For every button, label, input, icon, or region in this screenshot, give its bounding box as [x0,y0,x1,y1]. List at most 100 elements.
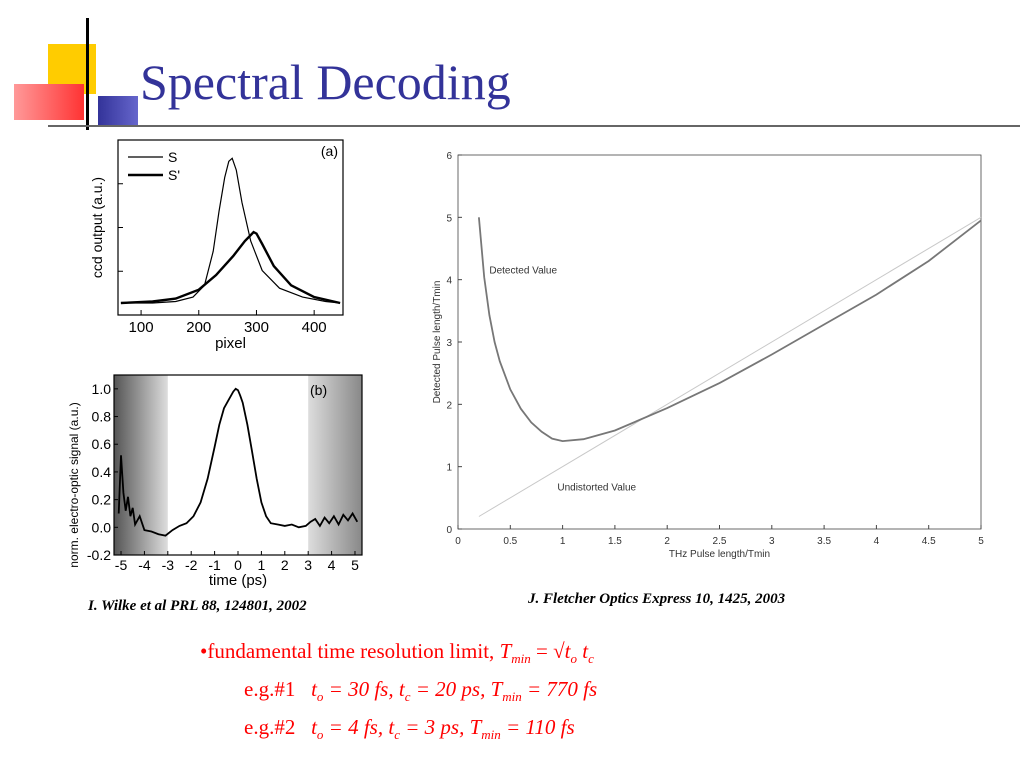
x-tick-label-1: -4 [138,557,151,573]
deco-blue-square [98,96,138,126]
y-tick-label-0: -0.2 [87,547,111,563]
y-tick-label-1: 1 [446,463,452,474]
x-tick-label-7: 3.5 [817,536,831,547]
panel-label: (a) [321,143,338,159]
y-tick-label-6: 1.0 [92,381,112,397]
y-axis-label: ccd output (a.u.) [89,177,105,278]
x-tick-label-0: 0 [455,536,461,547]
caption-right: J. Fletcher Optics Express 10, 1425, 200… [528,591,786,607]
note-t-o: t [564,639,571,663]
y-tick-label-0: 0 [446,525,452,536]
x-tick-label-2: 1 [560,536,566,547]
panel-label: (b) [310,382,327,398]
ex2-tc-sub: c [394,727,400,743]
ex2-to: t [311,715,317,740]
chart-c-detected-pulse: 0 0.5 1 1.5 2 2.5 3 3.5 4 4.5 5 0 1 2 3 4 5 6 Detected Val… [430,148,995,568]
shade-right [308,375,362,555]
ex1-tc: t [398,677,405,702]
legend-label-1: S' [168,167,180,183]
example-2-label: e.g.#2 [244,715,296,740]
x-tick-label-6: 3 [769,536,775,547]
x-tick-label-2: -3 [162,557,175,573]
ex2-tc: t [388,715,395,740]
ex1-tmin-value: = 770 fs [521,677,598,702]
chart-b-electro-optic: -5 -4 -3 -2 -1 0 1 2 3 4 5 -0.2 0.0 0.2 0.4 0.6 0.8 1.0 (b… [64,370,369,595]
annotation-undistorted: Undistorted Value [557,482,636,493]
ex1-tmin: T [490,677,503,702]
ex1-to: t [311,677,317,702]
x-tick-label-9: 4 [328,557,336,573]
plot-frame [457,154,982,530]
series-line-s-prime [120,230,341,305]
chart-a-ccd-output: 100 200 300 400 S S' (a) pixel ccd output (a.u.) [78,135,363,360]
note-line-3: e.g.#2 to = 4 fs, tc = 3 ps, Tmin = 110 … [200,712,597,750]
y-tick-label-3: 0.4 [92,464,112,480]
x-tick-label-400: 400 [302,319,327,336]
x-tick-label-4: -1 [208,557,221,573]
x-tick-label-8: 3 [304,557,312,573]
deco-red-gradient [14,84,84,120]
x-tick-label-3: -2 [185,557,198,573]
deco-vertical-line [86,18,89,130]
y-tick-label-4: 4 [446,276,452,287]
chart-c-svg: 0 0.5 1 1.5 2 2.5 3 3.5 4 4.5 5 0 1 2 3 4 5 6 Detected Val… [432,151,984,560]
ex2-tc-value: = 3 ps, [399,715,470,740]
example-1-label: e.g.#1 [244,677,296,702]
x-axis-label: THz Pulse length/Tmin [669,549,770,560]
x-tick-label-3: 1.5 [608,536,622,547]
note-eq: = √ [530,639,565,663]
y-axis-label: norm. electro-optic signal (a.u.) [67,402,81,567]
ex1-to-value: = 30 fs, [323,677,399,702]
deco-horizontal-rule [48,125,1020,127]
x-tick-label-300: 300 [244,319,269,336]
y-axis-label: Detected Pulse length/Tmin [432,281,443,404]
signal-line [117,387,359,537]
page-title: Spectral Decoding [140,54,511,110]
plot-frame [117,139,344,316]
y-tick-label-5: 5 [446,213,452,224]
y-tick-label-2: 0.2 [92,492,112,508]
ex2-to-sub: o [316,727,324,743]
ex2-tmin-sub: min [481,727,501,743]
chart-b-svg: -5 -4 -3 -2 -1 0 1 2 3 4 5 -0.2 0.0 0.2 0.4 0.6 0.8 1.0 (b… [67,374,363,589]
x-axis-label: pixel [215,335,246,352]
note-prefix: •fundamental time resolution limit, [200,639,500,663]
undistorted-line [478,216,982,517]
x-tick-label-4: 2 [664,536,670,547]
x-tick-label-1: 0.5 [503,536,517,547]
legend-label-0: S [168,149,177,165]
shade-left [114,375,168,555]
y-tick-label-4: 0.6 [92,436,112,452]
ex1-tc-sub: c [404,689,411,705]
y-tick-label-3: 3 [446,338,452,349]
series-line-s [120,157,341,304]
ex1-to-sub: o [316,689,324,705]
notes: •fundamental time resolution limit, Tmin… [200,636,597,751]
caption-left: I. Wilke et al PRL 88, 124801, 2002 [88,598,307,614]
y-tick-label-6: 6 [446,151,452,162]
x-axis-label: time (ps) [209,572,267,589]
x-tick-label-5: 2.5 [713,536,727,547]
ex2-to-value: = 4 fs, [323,715,389,740]
y-tick-label-2: 2 [446,400,452,411]
x-tick-label-10: 5 [978,536,984,547]
annotation-detected: Detected Value [489,265,557,276]
ex2-tmin: T [469,715,482,740]
note-c-sub: c [588,651,594,667]
x-tick-label-0: -5 [115,557,128,573]
x-tick-label-8: 4 [874,536,880,547]
note-t-c: t [582,639,589,663]
x-tick-label-9: 4.5 [922,536,936,547]
chart-a-svg: 100 200 300 400 S S' (a) pixel ccd output (a.u.) [89,139,344,352]
x-tick-label-7: 2 [281,557,289,573]
detected-line [478,217,982,443]
note-line-2: e.g.#1 to = 30 fs, tc = 20 ps, Tmin = 77… [200,674,597,712]
note-min-sub: min [511,651,531,667]
ex2-tmin-value: = 110 fs [500,715,575,740]
note-o-sub: o [570,651,577,667]
y-tick-label-5: 0.8 [92,409,112,425]
ex1-tmin-sub: min [502,689,522,705]
y-tick-label-1: 0.0 [92,519,112,535]
x-tick-label-10: 5 [351,557,359,573]
x-tick-label-100: 100 [129,319,154,336]
